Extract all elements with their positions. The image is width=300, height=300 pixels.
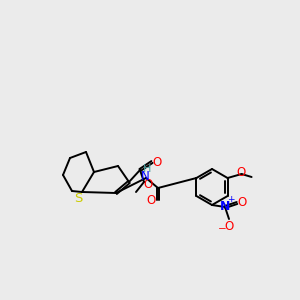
Text: O: O [146, 194, 156, 208]
Text: S: S [74, 193, 82, 206]
Text: O: O [224, 220, 234, 232]
Text: O: O [237, 196, 247, 209]
Text: O: O [152, 155, 162, 169]
Text: H: H [143, 164, 151, 174]
Text: N: N [141, 170, 149, 184]
Text: O: O [143, 178, 153, 190]
Text: N: N [220, 200, 230, 214]
Text: O: O [236, 167, 245, 179]
Text: −: − [218, 224, 226, 234]
Text: +: + [227, 196, 235, 205]
